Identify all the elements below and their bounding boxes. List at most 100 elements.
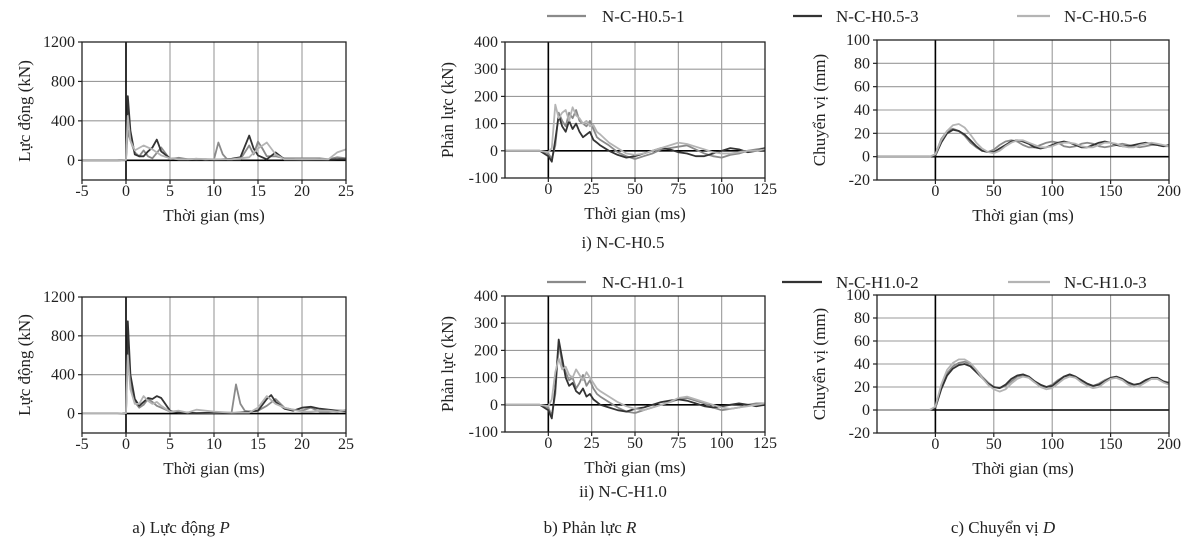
series-line bbox=[877, 358, 1170, 411]
x-tick-label: 5 bbox=[166, 436, 174, 453]
y-tick-label: -20 bbox=[849, 172, 870, 189]
x-tick-label: 75 bbox=[670, 181, 686, 198]
y-axis-label: Lực động (kN) bbox=[15, 314, 34, 416]
legend-label: N-C-H0.5-3 bbox=[836, 7, 919, 26]
x-tick-label: -5 bbox=[75, 183, 88, 200]
y-tick-label: 40 bbox=[854, 356, 870, 373]
y-axis-label: Lực động (kN) bbox=[15, 60, 34, 162]
x-axis-label: Thời gian (ms) bbox=[584, 458, 686, 477]
x-tick-label: 100 bbox=[1040, 183, 1064, 200]
y-tick-label: 100 bbox=[474, 116, 498, 133]
y-tick-label: 800 bbox=[51, 73, 75, 90]
x-tick-label: 100 bbox=[1040, 436, 1064, 453]
chart-c-ii: 0 50 100 150 200 -20 0 20 40 60 80 100 Thời gian (ms… bbox=[810, 287, 1181, 478]
y-tick-label: 400 bbox=[474, 34, 498, 51]
y-tick-label: 40 bbox=[854, 102, 870, 119]
x-tick-label: 0 bbox=[931, 436, 939, 453]
x-tick-label: 0 bbox=[544, 435, 552, 452]
x-axis-label: Thời gian (ms) bbox=[163, 206, 265, 225]
chart-b-ii: 0 25 50 75 100 125 -100 0 100 200 300 400 Thời gian … bbox=[438, 288, 777, 477]
x-tick-label: 50 bbox=[627, 181, 643, 198]
y-tick-label: -20 bbox=[849, 425, 870, 442]
x-tick-label: 25 bbox=[584, 435, 600, 452]
x-axis-label: Thời gian (ms) bbox=[972, 459, 1074, 478]
series-line bbox=[505, 338, 766, 420]
legend-label: N-C-H1.0-3 bbox=[1064, 273, 1147, 292]
series-line bbox=[82, 115, 347, 162]
chart-c-i: 0 50 100 150 200 -20 0 20 40 60 80 100 Thời gian (ms… bbox=[810, 32, 1181, 225]
caption-c: c) Chuyển vị D bbox=[951, 518, 1055, 538]
series-line bbox=[505, 114, 766, 163]
y-tick-label: 80 bbox=[854, 310, 870, 327]
y-tick-label: 200 bbox=[474, 88, 498, 105]
x-tick-label: 5 bbox=[166, 183, 174, 200]
y-tick-label: -100 bbox=[469, 424, 498, 441]
caption-c-text: c) Chuyển vị bbox=[950, 518, 1043, 537]
x-tick-label: 50 bbox=[627, 435, 643, 452]
row-label-2: ii) N-C-H1.0 bbox=[579, 482, 667, 501]
y-tick-label: 0 bbox=[490, 143, 498, 160]
legend-label: N-C-H0.5-6 bbox=[1064, 7, 1147, 26]
series-line bbox=[877, 363, 1170, 411]
y-tick-label: 20 bbox=[854, 125, 870, 142]
y-tick-label: 100 bbox=[846, 32, 870, 49]
x-tick-label: 50 bbox=[986, 183, 1002, 200]
series-line bbox=[877, 123, 1170, 158]
caption-b-text: b) Phản lực bbox=[543, 518, 627, 537]
x-tick-label: 0 bbox=[122, 436, 130, 453]
x-tick-label: 20 bbox=[294, 183, 310, 200]
y-tick-label: 0 bbox=[862, 149, 870, 166]
x-axis-label: Thời gian (ms) bbox=[972, 206, 1074, 225]
y-axis-label: Chuyển vị (mm) bbox=[810, 308, 829, 420]
x-tick-label: 75 bbox=[670, 435, 686, 452]
series-line bbox=[82, 320, 346, 415]
y-tick-label: 60 bbox=[854, 79, 870, 96]
y-tick-label: 0 bbox=[67, 152, 75, 169]
y-tick-label: 0 bbox=[490, 397, 498, 414]
x-tick-label: 10 bbox=[206, 436, 222, 453]
y-tick-label: 0 bbox=[862, 402, 870, 419]
x-tick-label: 15 bbox=[250, 183, 266, 200]
legend-row-2: N-C-H1.0-1 N-C-H1.0-2 N-C-H1.0-3 bbox=[547, 273, 1147, 292]
x-tick-label: 20 bbox=[294, 436, 310, 453]
series-line bbox=[505, 109, 766, 160]
y-tick-label: 100 bbox=[846, 287, 870, 304]
series-line bbox=[82, 354, 347, 415]
x-tick-label: 15 bbox=[250, 436, 266, 453]
x-tick-label: 150 bbox=[1099, 436, 1123, 453]
x-tick-label: 25 bbox=[338, 183, 354, 200]
y-tick-label: 300 bbox=[474, 61, 498, 78]
y-tick-label: 0 bbox=[67, 406, 75, 423]
y-tick-label: 80 bbox=[854, 55, 870, 72]
x-tick-label: 0 bbox=[931, 183, 939, 200]
x-tick-label: 100 bbox=[710, 181, 734, 198]
x-tick-label: 0 bbox=[122, 183, 130, 200]
y-axis-label: Chuyển vị (mm) bbox=[810, 54, 829, 166]
y-tick-label: 200 bbox=[474, 342, 498, 359]
chart-b-i: 0 25 50 75 100 125 -100 0 100 200 300 400 Thời gian … bbox=[438, 34, 777, 223]
legend-label: N-C-H1.0-1 bbox=[602, 273, 685, 292]
legend-label: N-C-H1.0-2 bbox=[836, 273, 919, 292]
y-axis-label: Phản lực (kN) bbox=[438, 316, 457, 412]
x-tick-label: 200 bbox=[1157, 436, 1181, 453]
y-tick-label: -100 bbox=[469, 170, 498, 187]
row-label-1: i) N-C-H0.5 bbox=[581, 233, 664, 252]
x-tick-label: 150 bbox=[1099, 183, 1123, 200]
caption-b-symbol: R bbox=[626, 518, 637, 537]
y-tick-label: 400 bbox=[474, 288, 498, 305]
x-tick-label: 10 bbox=[206, 183, 222, 200]
x-tick-label: 200 bbox=[1157, 183, 1181, 200]
caption-c-symbol: D bbox=[1042, 518, 1056, 537]
y-tick-label: 400 bbox=[51, 367, 75, 384]
y-axis-label: Phản lực (kN) bbox=[438, 62, 457, 158]
x-tick-label: -5 bbox=[75, 436, 88, 453]
y-tick-label: 300 bbox=[474, 315, 498, 332]
legend-label: N-C-H0.5-1 bbox=[602, 7, 685, 26]
y-tick-label: 800 bbox=[51, 328, 75, 345]
y-tick-label: 400 bbox=[51, 113, 75, 130]
x-tick-label: 25 bbox=[338, 436, 354, 453]
